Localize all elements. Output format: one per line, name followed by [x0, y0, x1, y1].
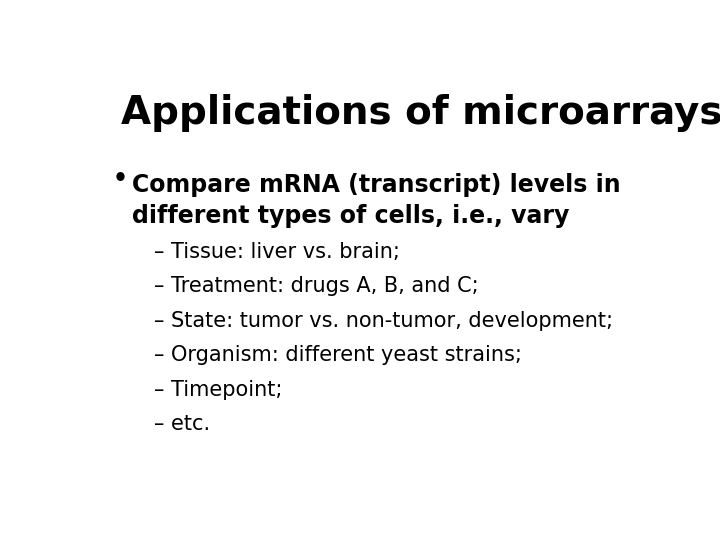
- Text: – Timepoint;: – Timepoint;: [154, 380, 282, 400]
- Text: – etc.: – etc.: [154, 414, 210, 434]
- Text: – Organism: different yeast strains;: – Organism: different yeast strains;: [154, 345, 522, 365]
- Text: Compare mRNA (transcript) levels in
different types of cells, i.e., vary: Compare mRNA (transcript) levels in diff…: [132, 173, 621, 227]
- Text: – State: tumor vs. non-tumor, development;: – State: tumor vs. non-tumor, developmen…: [154, 310, 613, 330]
- Text: – Tissue: liver vs. brain;: – Tissue: liver vs. brain;: [154, 241, 400, 261]
- Text: – Treatment: drugs A, B, and C;: – Treatment: drugs A, B, and C;: [154, 276, 479, 296]
- Text: Applications of microarrays: Applications of microarrays: [121, 94, 720, 132]
- Text: •: •: [112, 167, 127, 191]
